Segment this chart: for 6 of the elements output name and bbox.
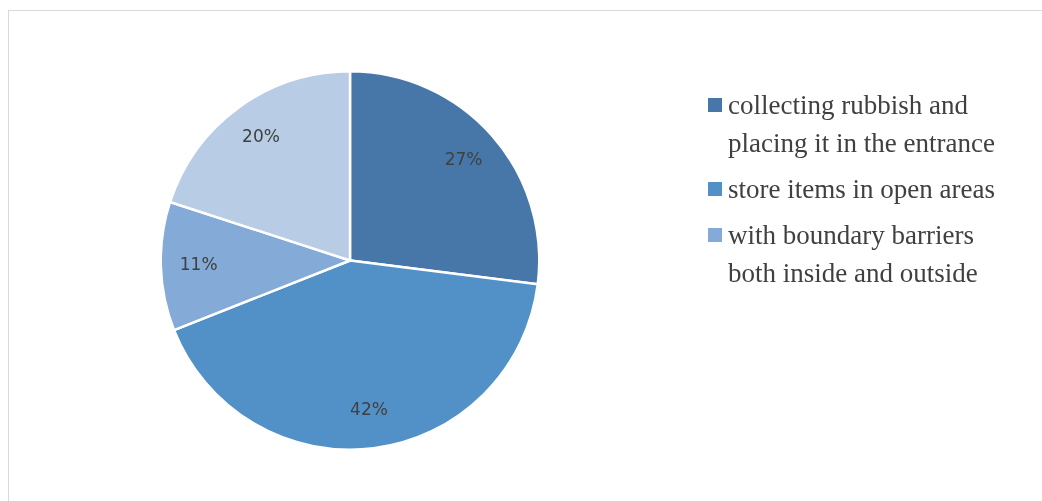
data-label: 20% [242, 126, 280, 147]
data-label: 27% [444, 148, 483, 169]
data-label: 42% [350, 399, 388, 420]
data-label: 11% [179, 253, 218, 274]
legend-label: store items in open areas [728, 173, 995, 206]
legend-label: with boundary barriers both inside and outside [728, 219, 979, 290]
